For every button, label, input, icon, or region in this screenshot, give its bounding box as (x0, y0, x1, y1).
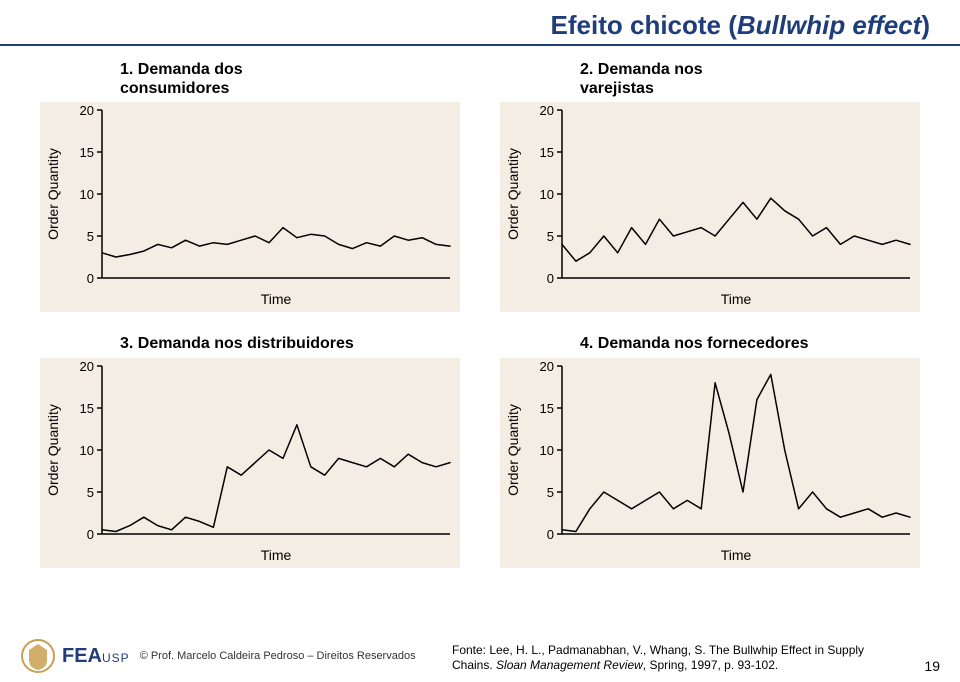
title-close: ) (921, 10, 930, 40)
chart-1-svg: 0 5 10 15 20 Order Quantity Time (40, 102, 460, 312)
svg-text:Time: Time (721, 291, 752, 307)
chart-4-svg: 0 5 10 15 20 Order Quantity Time (500, 358, 920, 568)
svg-text:5: 5 (87, 485, 94, 500)
svg-text:Time: Time (261, 547, 292, 563)
svg-text:0: 0 (87, 527, 94, 542)
chart-3-svg: 0 5 10 15 20 Order Quantity Time (40, 358, 460, 568)
source: Fonte: Lee, H. L., Padmanabhan, V., Whan… (452, 643, 872, 674)
svg-text:5: 5 (547, 485, 554, 500)
svg-text:0: 0 (87, 271, 94, 286)
logo-main: FEA (62, 645, 102, 667)
svg-text:20: 20 (540, 359, 554, 374)
svg-text:20: 20 (80, 359, 94, 374)
svg-text:10: 10 (80, 187, 94, 202)
chart-2-caption: 2. Demanda nos varejistas (580, 60, 703, 98)
chart-2-caption-b: varejistas (580, 79, 703, 98)
chart-2-svg: 0 5 10 15 20 Order Quantity Time (500, 102, 920, 312)
chart-3-caption-a: 3. Demanda nos distribuidores (120, 334, 354, 353)
svg-text:Order Quantity: Order Quantity (45, 404, 61, 496)
svg-text:15: 15 (80, 145, 94, 160)
chart-4-caption-a: 4. Demanda nos fornecedores (580, 334, 809, 353)
svg-text:15: 15 (80, 401, 94, 416)
chart-1-caption-b: consumidores (120, 79, 243, 98)
chart-1: 1. Demanda dos consumidores 0 5 10 15 20 Orde… (30, 60, 470, 312)
svg-text:Time: Time (721, 547, 752, 563)
svg-text:0: 0 (547, 271, 554, 286)
source-italic: Sloan Management Review (496, 658, 643, 672)
svg-text:20: 20 (80, 103, 94, 118)
svg-text:10: 10 (80, 443, 94, 458)
svg-text:Order Quantity: Order Quantity (505, 404, 521, 496)
logo: FEAUSP (20, 638, 130, 674)
page-number: 19 (924, 658, 940, 674)
chart-4-caption: 4. Demanda nos fornecedores (580, 334, 809, 353)
title-italic: Bullwhip effect (737, 10, 921, 40)
svg-text:Time: Time (261, 291, 292, 307)
svg-text:Order Quantity: Order Quantity (45, 148, 61, 240)
source-suffix: , Spring, 1997, p. 93-102. (643, 658, 778, 672)
svg-text:0: 0 (547, 527, 554, 542)
copyright: © Prof. Marcelo Caldeira Pedroso – Direi… (140, 650, 416, 662)
chart-1-caption: 1. Demanda dos consumidores (120, 60, 243, 98)
slide-title: Efeito chicote (Bullwhip effect) (551, 10, 930, 41)
svg-text:10: 10 (540, 187, 554, 202)
svg-text:20: 20 (540, 103, 554, 118)
chart-1-caption-a: 1. Demanda dos (120, 60, 243, 79)
chart-4: 4. Demanda nos fornecedores 0 5 10 15 20 Orde… (490, 334, 930, 586)
chart-3: 3. Demanda nos distribuidores 0 5 10 15 20 Or… (30, 334, 470, 586)
logo-text-wrap: FEAUSP (62, 645, 130, 668)
logo-sub: USP (102, 651, 130, 665)
footer-left: FEAUSP © Prof. Marcelo Caldeira Pedroso … (20, 638, 416, 674)
svg-text:5: 5 (87, 229, 94, 244)
svg-text:5: 5 (547, 229, 554, 244)
svg-text:Order Quantity: Order Quantity (505, 148, 521, 240)
title-underline (0, 44, 960, 46)
chart-2: 2. Demanda nos varejistas 0 5 10 15 20 Order … (490, 60, 930, 312)
charts-grid: 1. Demanda dos consumidores 0 5 10 15 20 Orde… (30, 60, 930, 587)
svg-text:15: 15 (540, 145, 554, 160)
footer: FEAUSP © Prof. Marcelo Caldeira Pedroso … (20, 638, 940, 674)
svg-text:15: 15 (540, 401, 554, 416)
title-main: Efeito chicote ( (551, 10, 737, 40)
chart-2-caption-a: 2. Demanda nos (580, 60, 703, 79)
shield-icon (20, 638, 56, 674)
svg-text:10: 10 (540, 443, 554, 458)
chart-3-caption: 3. Demanda nos distribuidores (120, 334, 354, 353)
